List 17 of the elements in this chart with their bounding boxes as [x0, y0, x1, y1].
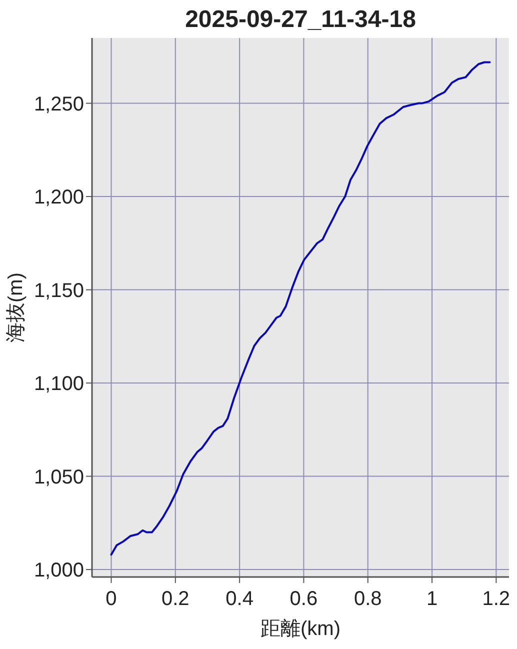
x-tick-label: 0.2: [161, 588, 190, 610]
y-tick-label: 1,150: [34, 280, 84, 302]
y-tick-label: 1,000: [34, 560, 84, 582]
x-tick-label: 0.4: [226, 588, 254, 610]
x-tick-label: 0.8: [354, 588, 382, 610]
y-tick-label: 1,250: [34, 93, 84, 116]
chart-title: 2025-09-27_11-34-18: [185, 6, 416, 33]
x-tick-label: 1: [426, 588, 438, 610]
y-axis-title: 海抜(m): [5, 272, 27, 342]
x-tick-label: 1.2: [482, 588, 510, 610]
x-axis-title: 距離(km): [260, 618, 340, 640]
y-tick-label: 1,100: [34, 373, 84, 396]
x-tick-label: 0: [106, 588, 117, 610]
y-tick-label: 1,050: [34, 466, 84, 488]
y-tick-label: 1,200: [34, 186, 84, 209]
line-series: [110, 61, 491, 556]
x-tick-label: 0.6: [290, 588, 318, 610]
